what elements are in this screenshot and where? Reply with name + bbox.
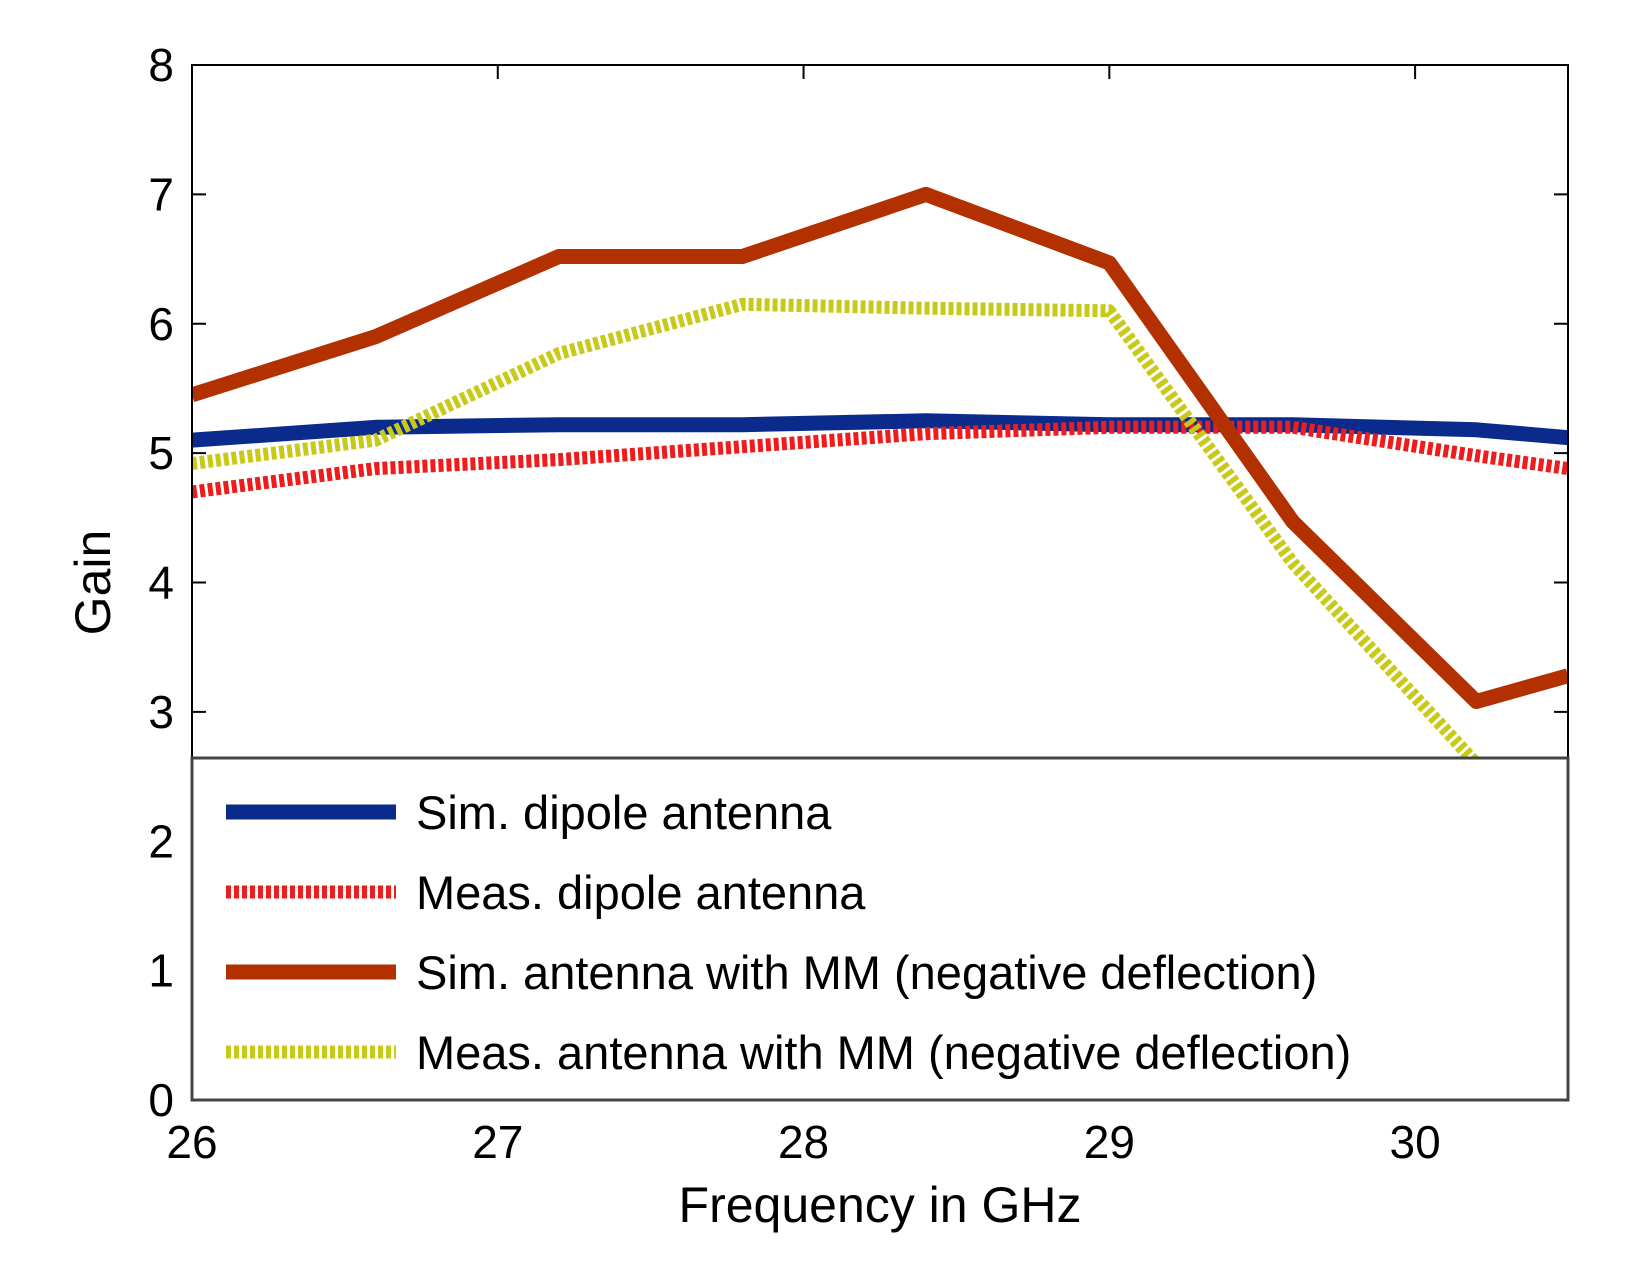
- x-axis-label: Frequency in GHz: [679, 1177, 1082, 1233]
- y-tick-label: 4: [148, 557, 174, 609]
- legend-label-1: Sim. dipole antenna: [416, 786, 832, 839]
- y-tick-label: 3: [148, 686, 174, 738]
- x-tick-label: 27: [472, 1116, 523, 1168]
- series-line-4: [192, 297, 1482, 768]
- axes: 26 27 28 29 30 0 1 2 3 4 5 6 7 8 Frequency in GHz Gain: [65, 39, 1569, 1233]
- y-axis-label: Gain: [65, 530, 121, 636]
- y-tick-label: 6: [148, 298, 174, 350]
- series-line-2: [192, 420, 1568, 499]
- plot-area: [192, 186, 1568, 768]
- y-tick-label: 2: [148, 815, 174, 867]
- legend: Sim. dipole antenna Meas. dipole antenna S…: [190, 756, 1570, 1102]
- series-line-1: [192, 413, 1568, 448]
- y-tick-label: 8: [148, 39, 174, 91]
- y-tick-label: 0: [148, 1074, 174, 1126]
- y-tick-label: 5: [148, 427, 174, 479]
- x-tick-label: 26: [166, 1116, 217, 1168]
- series-line-3: [192, 186, 1568, 709]
- legend-label-4: Meas. antenna with MM (negative deflecti…: [416, 1026, 1351, 1079]
- legend-label-2: Meas. dipole antenna: [416, 866, 866, 919]
- x-tick-label: 29: [1084, 1116, 1135, 1168]
- y-tick-label: 1: [148, 945, 174, 997]
- legend-box: [190, 756, 1570, 1102]
- y-tick-label: 7: [148, 168, 174, 220]
- x-tick-label: 30: [1390, 1116, 1441, 1168]
- legend-label-3: Sim. antenna with MM (negative deflectio…: [416, 946, 1317, 999]
- x-tick-label: 28: [778, 1116, 829, 1168]
